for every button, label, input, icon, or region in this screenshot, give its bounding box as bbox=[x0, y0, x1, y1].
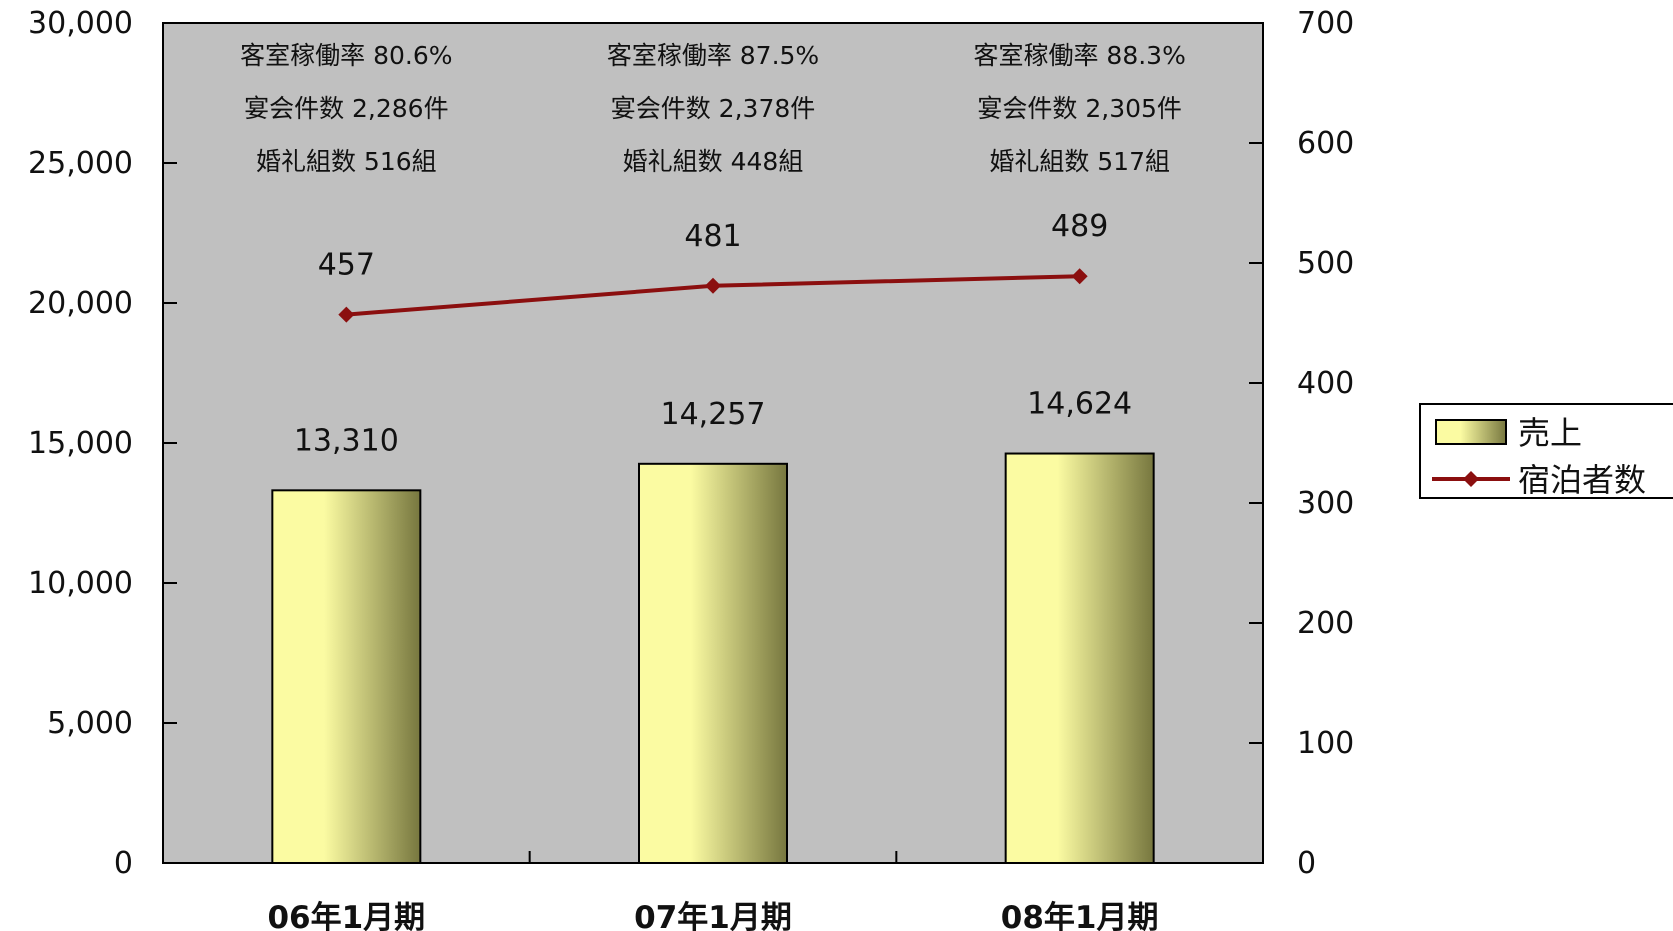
bar-data-label: 14,257 bbox=[661, 397, 766, 432]
line-point-marker bbox=[705, 277, 721, 294]
right-axis-tick-label: 0 bbox=[1297, 846, 1316, 881]
line-data-label: 457 bbox=[318, 248, 375, 283]
category-label: 08年1月期 bbox=[1001, 900, 1159, 931]
annotation-text: 婚礼組数 517組 bbox=[989, 147, 1170, 176]
left-axis-tick-label: 5,000 bbox=[47, 706, 133, 741]
right-axis-tick-label: 500 bbox=[1297, 246, 1354, 281]
line-point-marker bbox=[1071, 268, 1088, 285]
annotation-text: 宴会件数 2,378件 bbox=[611, 94, 816, 123]
annotation-text: 婚礼組数 448組 bbox=[623, 147, 804, 176]
axes-layer: 0 5,000 10,000 15,000 20,000 25,000 30,000 0 100… bbox=[28, 6, 1354, 931]
legend-line-marker bbox=[1463, 471, 1479, 487]
left-axis-tick-label: 30,000 bbox=[28, 6, 133, 41]
annotation-text: 客室稼働率 87.5% bbox=[607, 41, 819, 70]
legend-label-bar: 売上 bbox=[1518, 414, 1582, 452]
bar bbox=[271, 489, 422, 864]
right-axis-tick-label: 200 bbox=[1297, 606, 1354, 641]
line-data-label: 489 bbox=[1051, 209, 1108, 244]
right-axis-tick-label: 600 bbox=[1297, 126, 1354, 161]
annotation-text: 婚礼組数 516組 bbox=[256, 147, 437, 176]
bar-data-label: 13,310 bbox=[294, 423, 399, 458]
line-layer bbox=[338, 268, 1088, 323]
right-axis-tick-label: 300 bbox=[1297, 486, 1354, 521]
left-axis-tick-label: 20,000 bbox=[28, 286, 133, 321]
left-axis-tick-label: 10,000 bbox=[28, 566, 133, 601]
line-data-label: 481 bbox=[684, 219, 741, 254]
right-axis-tick-label: 700 bbox=[1297, 6, 1354, 41]
category-label: 06年1月期 bbox=[267, 900, 425, 931]
bar bbox=[638, 462, 788, 864]
line-point-marker bbox=[338, 306, 355, 323]
annotation-text: 宴会件数 2,305件 bbox=[977, 94, 1182, 123]
bars-layer bbox=[271, 452, 1155, 864]
annotation-text: 客室稼働率 88.3% bbox=[973, 41, 1185, 70]
right-axis-tick-label: 400 bbox=[1297, 366, 1354, 401]
bar bbox=[1004, 452, 1155, 864]
left-axis-tick-label: 15,000 bbox=[28, 426, 133, 461]
annotation-text: 宴会件数 2,286件 bbox=[244, 94, 449, 123]
left-axis-tick-label: 0 bbox=[114, 846, 133, 881]
legend-label-line: 宿泊者数 bbox=[1518, 461, 1646, 499]
annotation-text: 客室稼働率 80.6% bbox=[240, 41, 452, 70]
left-axis-tick-label: 25,000 bbox=[28, 146, 133, 181]
right-axis-tick-label: 100 bbox=[1297, 726, 1354, 761]
category-label: 07年1月期 bbox=[634, 900, 792, 931]
bar-data-label: 14,624 bbox=[1027, 387, 1132, 422]
legend-bar-swatch bbox=[1435, 419, 1507, 445]
